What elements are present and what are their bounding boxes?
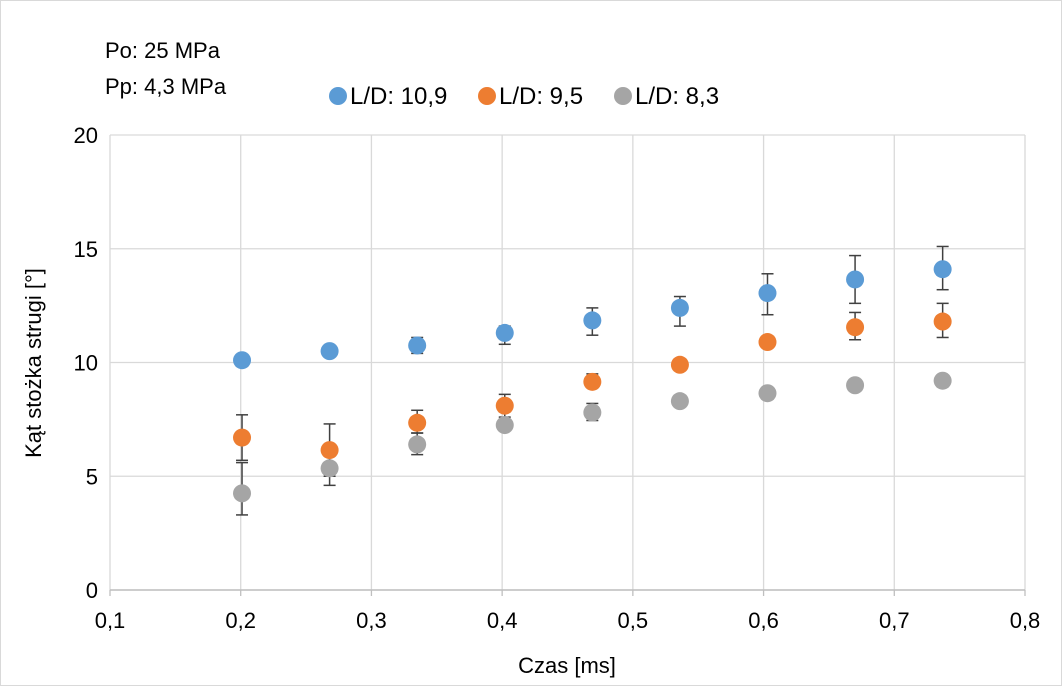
data-point-series-1 — [933, 312, 952, 331]
legend: L/D: 10,9 L/D: 9,5 L/D: 8,3 — [329, 83, 719, 110]
data-point-series-1 — [320, 441, 339, 460]
data-point-series-2 — [758, 384, 777, 403]
y-tick-label: 20 — [74, 123, 98, 148]
data-point-series-0 — [233, 351, 252, 370]
data-point-series-2 — [933, 371, 952, 390]
x-tick-label: 0,7 — [879, 608, 910, 633]
data-point-series-1 — [495, 396, 514, 415]
x-tick-label: 0,4 — [487, 608, 518, 633]
legend-label-ld-10-9: L/D: 10,9 — [350, 83, 447, 110]
data-point-series-2 — [583, 403, 602, 422]
x-tick-label: 0,8 — [1010, 608, 1041, 633]
data-point-series-0 — [495, 323, 514, 342]
data-point-series-1 — [846, 318, 865, 337]
data-point-series-2 — [670, 392, 689, 411]
data-point-series-1 — [758, 333, 777, 352]
data-point-series-0 — [583, 311, 602, 330]
data-point-series-2 — [408, 435, 427, 454]
x-tick-label: 0,6 — [748, 608, 779, 633]
x-tick-label: 0,2 — [225, 608, 256, 633]
data-point-series-0 — [933, 260, 952, 279]
grid-lines — [109, 134, 1026, 596]
x-tick-label: 0,5 — [618, 608, 649, 633]
data-point-series-0 — [320, 342, 339, 361]
x-tick-label: 0,3 — [356, 608, 387, 633]
data-point-series-0 — [846, 270, 865, 289]
data-point-series-0 — [758, 284, 777, 303]
data-point-series-1 — [583, 372, 602, 391]
y-tick-label: 10 — [74, 351, 98, 376]
tick-labels: 0 5 10 15 20 0,1 0,2 0,3 0,4 0,5 0,6 0,7 0,8 — [74, 123, 1041, 633]
legend-marker-ld-10-9 — [329, 87, 347, 105]
y-axis-title: Kąt stożka strugi [°] — [21, 268, 46, 458]
y-tick-label: 15 — [74, 237, 98, 262]
legend-label-ld-8-3: L/D: 8,3 — [635, 83, 719, 110]
annotation-po: Po: 25 MPa — [105, 38, 221, 63]
data-point-series-1 — [670, 355, 689, 374]
y-tick-label: 0 — [86, 578, 98, 603]
data-point-series-2 — [495, 416, 514, 435]
data-point-series-2 — [233, 484, 252, 503]
y-tick-label: 5 — [86, 464, 98, 489]
data-point-series-2 — [320, 459, 339, 478]
data-point-series-0 — [670, 298, 689, 317]
legend-label-ld-9-5: L/D: 9,5 — [499, 83, 583, 110]
data-point-series-0 — [408, 336, 427, 355]
legend-marker-ld-9-5 — [478, 87, 496, 105]
annotation-pp: Pp: 4,3 MPa — [105, 74, 227, 99]
data-point-series-1 — [233, 428, 252, 447]
data-points — [233, 260, 952, 503]
legend-marker-ld-8-3 — [614, 87, 632, 105]
x-axis-title: Czas [ms] — [518, 653, 616, 678]
x-tick-label: 0,1 — [95, 608, 126, 633]
data-point-series-2 — [846, 376, 865, 395]
data-point-series-1 — [408, 413, 427, 432]
